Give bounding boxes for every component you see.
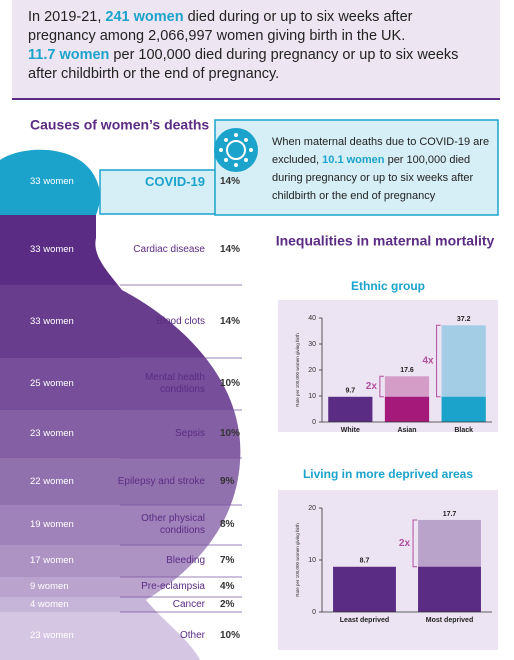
cause-share: 7%: [220, 555, 235, 566]
x-tick-label: Most deprived: [426, 617, 473, 624]
cause-share: 10%: [220, 428, 241, 439]
bar: [328, 396, 373, 422]
chart-title: Ethnic group: [351, 279, 425, 293]
row-band: [0, 358, 241, 410]
text: When maternal deaths due to COVID-19 are…: [272, 136, 490, 166]
x-tick-label: Least deprived: [340, 617, 389, 624]
annotation: 2x: [399, 538, 411, 549]
annotation: 2x: [366, 381, 378, 392]
cause-share: 10%: [220, 630, 241, 641]
inequalities-title: Inequalities in maternal mortality: [276, 233, 495, 249]
cause-share: 8%: [220, 519, 235, 530]
death-count: 23 women: [30, 428, 74, 439]
death-count: 33 women: [30, 315, 74, 327]
reference-bar: [441, 396, 486, 422]
highlight-text: 241 women: [105, 9, 184, 25]
y-tick-label: 20: [308, 505, 316, 512]
y-tick-label: 40: [308, 315, 316, 322]
cause-share: 10%: [220, 378, 241, 389]
text: In 2019-21,: [28, 9, 106, 25]
death-count: 9 women: [30, 581, 69, 592]
x-tick-label: White: [341, 427, 360, 434]
text: per 100,000 died during pregnancy or up …: [272, 154, 474, 202]
cause-name: Cardiac disease: [133, 244, 205, 255]
death-count: 4 women: [30, 598, 69, 610]
chart-title: Living in more deprived areas: [303, 467, 473, 481]
bracket: [412, 519, 418, 568]
value-label: 17.6: [400, 367, 414, 374]
cause-share: 9%: [220, 475, 235, 487]
death-count: 17 women: [30, 555, 74, 566]
death-count: 23 women: [30, 630, 74, 641]
x-tick-label: Asian: [397, 427, 416, 434]
cause-name: Other physical conditions: [141, 513, 205, 536]
cause-name: COVID-19: [145, 173, 205, 189]
cause-share: 14%: [220, 244, 241, 255]
y-tick-label: 0: [312, 419, 316, 426]
bracket: [379, 375, 384, 398]
death-count: 33 women: [30, 244, 74, 255]
cause-share: 4%: [220, 581, 235, 592]
cause-name: Bleeding: [166, 555, 205, 566]
y-axis-label: Rate per 100,000 women giving birth: [295, 333, 300, 407]
y-tick-label: 0: [312, 609, 316, 616]
cause-name: Blood clots: [156, 315, 205, 327]
death-count: 25 women: [30, 378, 74, 389]
death-count: 33 women: [30, 175, 74, 187]
annotation: 4x: [422, 356, 434, 367]
value-label: 9.7: [345, 388, 355, 395]
cause-name: Other: [179, 630, 205, 641]
highlight-text: 11.7 women: [28, 47, 110, 63]
covid-note: When maternal deaths due to COVID-19 are…: [272, 133, 490, 205]
cause-name: Cancer: [172, 598, 205, 610]
y-axis-label: Rate per 100,000 women giving birth: [295, 523, 300, 597]
text: per 100,000 died during pregnancy or up …: [28, 47, 459, 82]
y-tick-label: 30: [308, 341, 316, 348]
text: died during or up to six weeks after pre…: [28, 9, 413, 44]
virus-icon: [214, 128, 258, 172]
y-tick-label: 10: [308, 557, 316, 564]
paragraph: In 2019-21, 241 women died during or up …: [28, 8, 484, 46]
value-label: 8.7: [360, 558, 370, 565]
bracket: [436, 324, 441, 398]
cause-name: Epilepsy and stroke: [117, 475, 205, 487]
row-band: [0, 410, 241, 458]
death-count: 22 women: [30, 475, 74, 487]
row-band: [0, 458, 241, 505]
value-label: 17.7: [443, 511, 457, 518]
value-label: 37.2: [457, 316, 471, 323]
highlight-text: 10.1 women: [322, 154, 385, 166]
cause-name: Sepsis: [174, 428, 205, 439]
bar: [333, 566, 396, 612]
cause-share: 14%: [220, 315, 241, 327]
header: In 2019-21, 241 women died during or up …: [12, 0, 500, 100]
cause-name: Pre-eclampsia: [141, 581, 205, 592]
reference-bar: [418, 566, 481, 612]
paragraph: 11.7 women per 100,000 died during pregn…: [28, 46, 484, 84]
reference-bar: [384, 396, 430, 422]
section-title: Causes of women’s deaths: [30, 117, 209, 133]
x-tick-label: Black: [454, 427, 473, 434]
y-tick-label: 10: [308, 393, 316, 400]
cause-share: 2%: [220, 598, 235, 610]
note-box: [214, 119, 499, 216]
cause-name: Mental health conditions: [144, 372, 205, 395]
y-tick-label: 20: [308, 367, 316, 374]
death-count: 19 women: [30, 519, 74, 530]
cause-share: 14%: [220, 175, 241, 187]
row-band: [0, 505, 241, 545]
